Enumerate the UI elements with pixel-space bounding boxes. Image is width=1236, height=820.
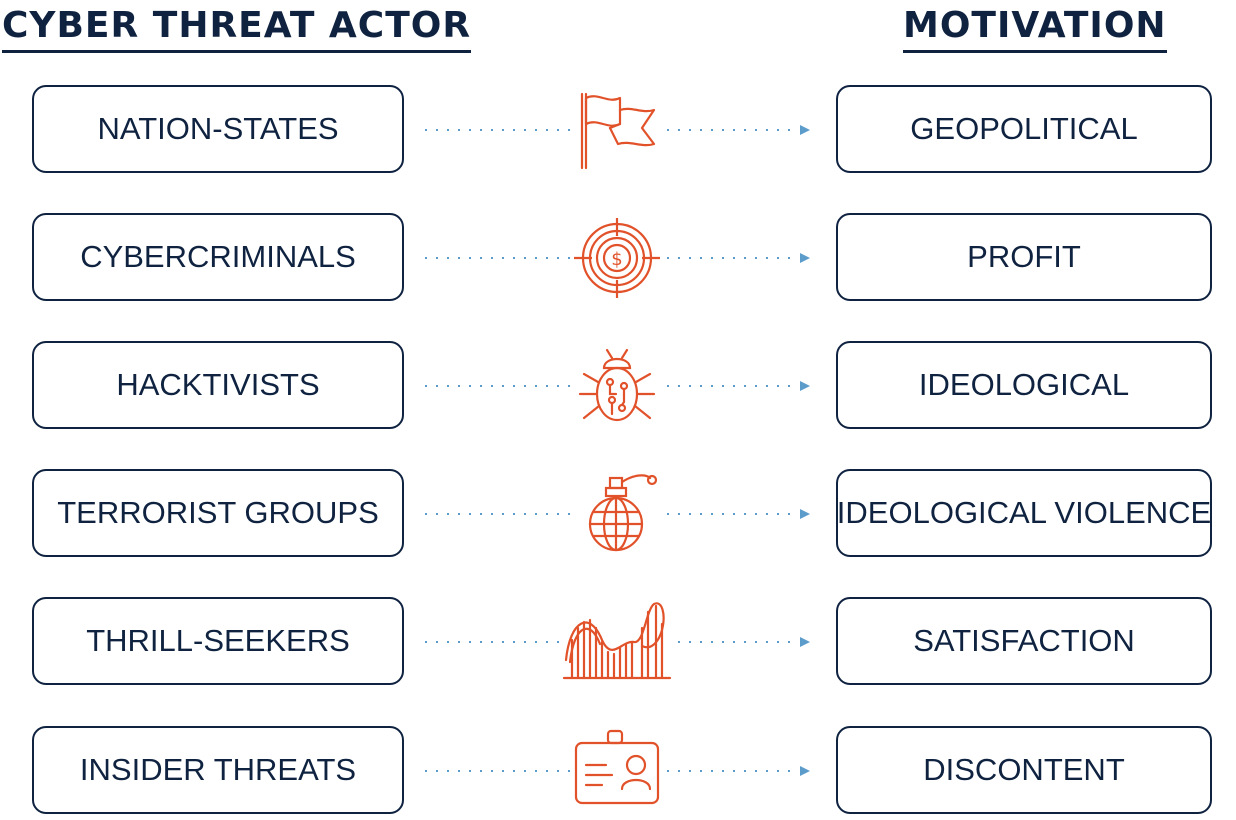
grenade-globe-icon [572,472,662,556]
bug-circuit-icon [572,344,662,428]
threat-row-hacktivists: HACKTIVISTS IDEOLOGICAL [0,341,1236,433]
threat-row-thrill-seekers: THRILL-SEEKERS SATISFACTION [0,597,1236,689]
dotted-arrow-connector [425,637,810,647]
dollar-target-icon: $ [572,216,662,300]
actor-box: THRILL-SEEKERS [32,597,404,685]
motivation-box: IDEOLOGICAL VIOLENCE [836,469,1212,557]
svg-text:$: $ [611,249,622,270]
dotted-arrow-connector [425,253,810,263]
threat-row-nation-states: NATION-STATES GEOPOLITICAL [0,85,1236,177]
id-badge-icon [572,729,662,813]
threat-row-insider-threats: INSIDER THREATS DISCONTENT [0,726,1236,818]
actor-box: INSIDER THREATS [32,726,404,814]
actor-box: TERRORIST GROUPS [32,469,404,557]
flag-icon [572,88,662,172]
motivation-column-heading: MOTIVATION [903,2,1167,53]
actor-box: NATION-STATES [32,85,404,173]
actor-column-heading: CYBER THREAT ACTOR [2,2,472,53]
motivation-box: IDEOLOGICAL [836,341,1212,429]
motivation-box: DISCONTENT [836,726,1212,814]
actor-box: HACKTIVISTS [32,341,404,429]
motivation-box: PROFIT [836,213,1212,301]
threat-row-cybercriminals: CYBERCRIMINALS $ PROFIT [0,213,1236,305]
motivation-box: SATISFACTION [836,597,1212,685]
motivation-box: GEOPOLITICAL [836,85,1212,173]
dotted-arrow-connector [425,509,810,519]
dotted-arrow-connector [425,125,810,135]
dotted-arrow-connector [425,381,810,391]
threat-row-terrorist-groups: TERRORIST GROUPS IDEOLOGICAL VIOLENCE [0,469,1236,561]
roller-coaster-icon [562,600,672,684]
dotted-arrow-connector [425,766,810,776]
actor-box: CYBERCRIMINALS [32,213,404,301]
